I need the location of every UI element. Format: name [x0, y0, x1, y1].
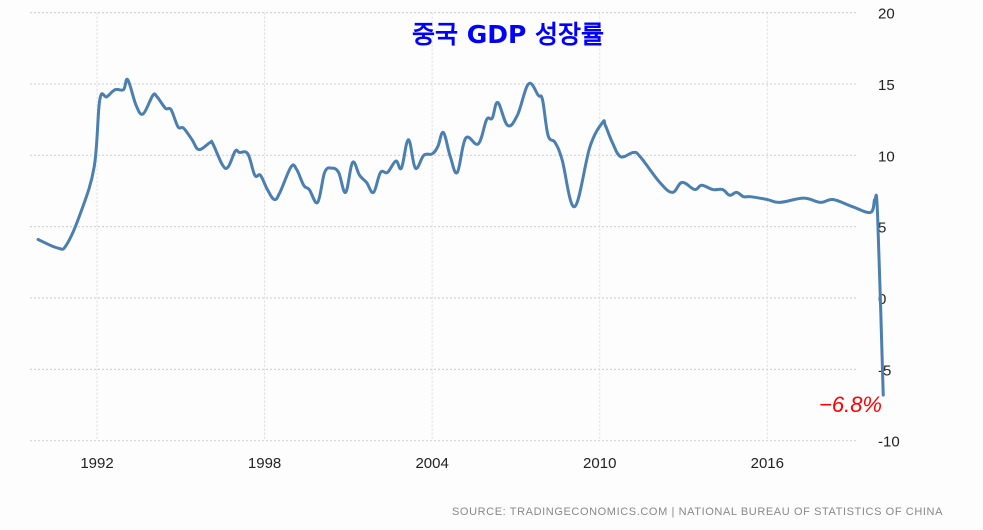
y-tick-label: -10 [878, 434, 900, 451]
x-tick-label: 1998 [248, 455, 281, 472]
chart-title: 중국 GDP 성장률 [412, 20, 604, 49]
latest-value-annotation: −6.8% [819, 392, 882, 417]
x-tick-label: 2004 [415, 455, 448, 472]
series-line [36, 77, 885, 397]
x-tick-label: 1992 [80, 455, 113, 472]
y-tick-label: -5 [878, 362, 891, 379]
grid [30, 12, 858, 442]
y-tick-label: 20 [878, 6, 895, 23]
y-tick-label: 5 [878, 220, 886, 237]
y-tick-label: 15 [878, 77, 895, 94]
x-tick-label: 2010 [583, 455, 616, 472]
x-tick-label: 2016 [751, 455, 784, 472]
y-tick-label: 10 [878, 148, 895, 165]
y-tick-label: 0 [878, 291, 886, 308]
x-axis-ticks: 1992 1998 2004 2010 2016 [80, 455, 784, 472]
source-note: SOURCE: TRADINGECONOMICS.COM | NATIONAL … [452, 506, 943, 518]
y-axis-ticks: 20 15 10 5 0 -5 -10 [878, 6, 900, 451]
